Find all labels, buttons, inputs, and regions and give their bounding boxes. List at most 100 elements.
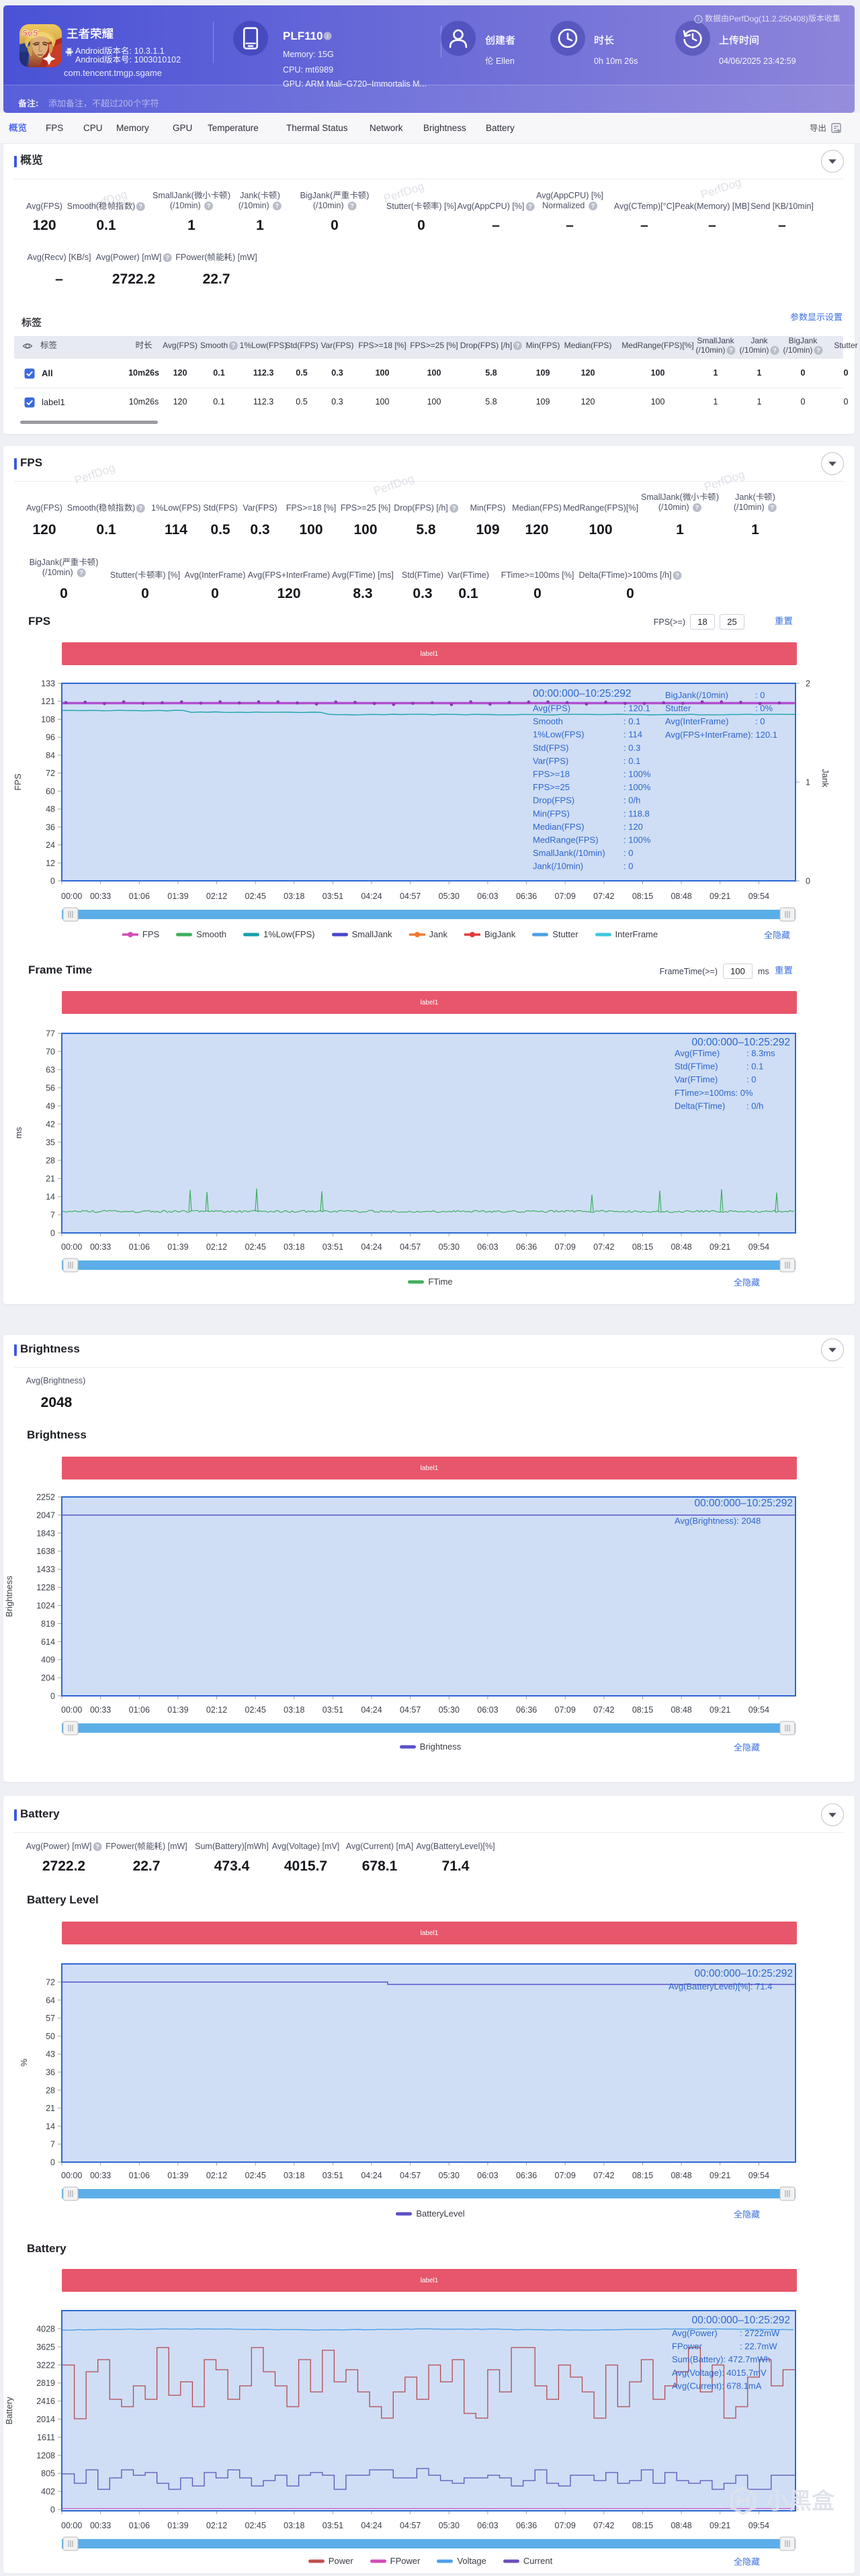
svg-text:BigJank(/10min): BigJank(/10min) bbox=[665, 690, 728, 700]
svg-text:0: 0 bbox=[50, 2505, 55, 2515]
svg-text:08:48: 08:48 bbox=[671, 1705, 691, 1715]
svg-text:: 8.3ms: : 8.3ms bbox=[746, 1048, 775, 1058]
svg-text:01:06: 01:06 bbox=[129, 1705, 150, 1715]
svg-text:04:24: 04:24 bbox=[361, 1705, 382, 1715]
svg-text:07:09: 07:09 bbox=[555, 2171, 576, 2180]
svg-text:28: 28 bbox=[46, 2086, 55, 2095]
svg-text:02:45: 02:45 bbox=[245, 892, 266, 901]
svg-text:60: 60 bbox=[46, 787, 55, 796]
svg-text:09:21: 09:21 bbox=[710, 2171, 730, 2180]
svg-text:09:54: 09:54 bbox=[748, 1705, 769, 1715]
svg-text:07:42: 07:42 bbox=[593, 1705, 614, 1715]
svg-text:01:06: 01:06 bbox=[129, 2521, 150, 2530]
svg-text:04:57: 04:57 bbox=[400, 1705, 421, 1715]
svg-text:121: 121 bbox=[41, 697, 55, 706]
svg-text:1843: 1843 bbox=[36, 1529, 55, 1538]
svg-text:01:39: 01:39 bbox=[167, 2521, 188, 2530]
svg-text:?: ? bbox=[139, 505, 143, 511]
svg-text:05:30: 05:30 bbox=[439, 2521, 460, 2530]
svg-text:04:24: 04:24 bbox=[361, 1242, 382, 1252]
svg-text:?: ? bbox=[452, 505, 456, 511]
svg-text:?: ? bbox=[675, 572, 679, 578]
svg-text:Std(FPS): Std(FPS) bbox=[533, 742, 568, 753]
svg-text:7: 7 bbox=[50, 2140, 55, 2149]
svg-text:Brightness: Brightness bbox=[4, 1576, 14, 1617]
svg-text:?: ? bbox=[528, 203, 532, 210]
svg-text:01:39: 01:39 bbox=[167, 892, 188, 901]
svg-text:: 0.1: : 0.1 bbox=[746, 1062, 763, 1072]
svg-text:0: 0 bbox=[50, 1229, 55, 1238]
svg-text:24: 24 bbox=[46, 841, 55, 850]
svg-text:03:51: 03:51 bbox=[322, 1705, 343, 1715]
svg-text:00:00:000–10:25:292: 00:00:000–10:25:292 bbox=[533, 688, 632, 699]
svg-text:02:12: 02:12 bbox=[206, 2171, 227, 2180]
svg-text:00:00: 00:00 bbox=[61, 1705, 82, 1715]
svg-text:01:06: 01:06 bbox=[129, 2171, 150, 2180]
svg-text:Sum(Battery): 472.7mWh: Sum(Battery): 472.7mWh bbox=[672, 2354, 771, 2364]
svg-text:03:51: 03:51 bbox=[322, 892, 343, 901]
svg-text:70: 70 bbox=[46, 1047, 55, 1057]
svg-text:: 0: : 0 bbox=[624, 861, 633, 871]
svg-text:Avg(FPS+InterFrame): 120.1: Avg(FPS+InterFrame): 120.1 bbox=[665, 730, 777, 740]
svg-text:1433: 1433 bbox=[36, 1565, 55, 1574]
svg-text:09:54: 09:54 bbox=[748, 892, 769, 901]
svg-text:02:45: 02:45 bbox=[245, 1242, 266, 1252]
svg-text:614: 614 bbox=[41, 1637, 55, 1647]
svg-text:57: 57 bbox=[46, 2014, 55, 2023]
svg-text:04:57: 04:57 bbox=[400, 2171, 421, 2180]
svg-text:: 0: : 0 bbox=[746, 1074, 756, 1084]
svg-text:Median(FPS): Median(FPS) bbox=[533, 822, 585, 832]
svg-text:84: 84 bbox=[46, 750, 55, 760]
svg-text:1024: 1024 bbox=[36, 1601, 55, 1611]
svg-text:36: 36 bbox=[46, 822, 55, 832]
svg-text:21: 21 bbox=[46, 2104, 55, 2113]
svg-text:?: ? bbox=[695, 504, 699, 511]
svg-text:05:30: 05:30 bbox=[439, 2171, 460, 2180]
svg-text:2819: 2819 bbox=[36, 2378, 55, 2388]
svg-text:02:45: 02:45 bbox=[245, 1705, 266, 1715]
svg-text:Avg(InterFrame): Avg(InterFrame) bbox=[665, 716, 728, 726]
svg-text:03:51: 03:51 bbox=[322, 1242, 343, 1252]
svg-text:06:36: 06:36 bbox=[516, 2521, 537, 2530]
svg-text:: 22.7mW: : 22.7mW bbox=[740, 2342, 777, 2352]
svg-text:7: 7 bbox=[50, 1211, 55, 1220]
svg-text:07:09: 07:09 bbox=[555, 892, 576, 901]
svg-text:label1: label1 bbox=[421, 999, 439, 1006]
svg-text:00:00:000–10:25:292: 00:00:000–10:25:292 bbox=[691, 1037, 790, 1048]
svg-text:Std(FTime): Std(FTime) bbox=[675, 1062, 718, 1072]
svg-text:05:30: 05:30 bbox=[439, 1705, 460, 1715]
svg-text:06:36: 06:36 bbox=[516, 2171, 537, 2180]
svg-text:14: 14 bbox=[46, 1193, 55, 1202]
svg-text:07:09: 07:09 bbox=[555, 1242, 576, 1252]
svg-text:: 0.1: : 0.1 bbox=[624, 716, 640, 726]
svg-text:05:30: 05:30 bbox=[439, 1242, 460, 1252]
svg-text:07:42: 07:42 bbox=[593, 2521, 614, 2530]
svg-text:00:00:000–10:25:292: 00:00:000–10:25:292 bbox=[694, 1968, 793, 1979]
svg-text:77: 77 bbox=[46, 1029, 55, 1039]
svg-text:1228: 1228 bbox=[36, 1583, 55, 1592]
svg-text:: 120: : 120 bbox=[624, 822, 643, 832]
svg-text:48: 48 bbox=[46, 805, 55, 814]
svg-text:07:09: 07:09 bbox=[555, 1705, 576, 1715]
svg-text:: 118.8: : 118.8 bbox=[624, 808, 650, 818]
svg-text:06:03: 06:03 bbox=[477, 2521, 498, 2530]
svg-text:Smooth: Smooth bbox=[533, 716, 563, 726]
svg-text:08:48: 08:48 bbox=[671, 892, 691, 901]
svg-text:06:03: 06:03 bbox=[477, 2171, 498, 2180]
svg-text:00:33: 00:33 bbox=[90, 2171, 111, 2180]
svg-text:0: 0 bbox=[50, 877, 55, 886]
svg-text:08:48: 08:48 bbox=[671, 2521, 691, 2530]
svg-text:01:39: 01:39 bbox=[167, 1705, 188, 1715]
svg-text:09:54: 09:54 bbox=[748, 1242, 769, 1252]
svg-text:03:51: 03:51 bbox=[322, 2521, 343, 2530]
svg-text:3222: 3222 bbox=[36, 2360, 55, 2370]
svg-text:?: ? bbox=[139, 203, 143, 210]
svg-text:08:15: 08:15 bbox=[632, 2171, 653, 2180]
svg-text:: 0.1: : 0.1 bbox=[624, 756, 640, 766]
svg-text:07:42: 07:42 bbox=[593, 892, 614, 901]
svg-text:02:12: 02:12 bbox=[206, 2521, 227, 2530]
svg-text:00:33: 00:33 bbox=[90, 1705, 111, 1715]
svg-text:?: ? bbox=[350, 202, 354, 209]
svg-text:ms: ms bbox=[13, 1127, 24, 1139]
svg-text:label1: label1 bbox=[421, 650, 439, 658]
